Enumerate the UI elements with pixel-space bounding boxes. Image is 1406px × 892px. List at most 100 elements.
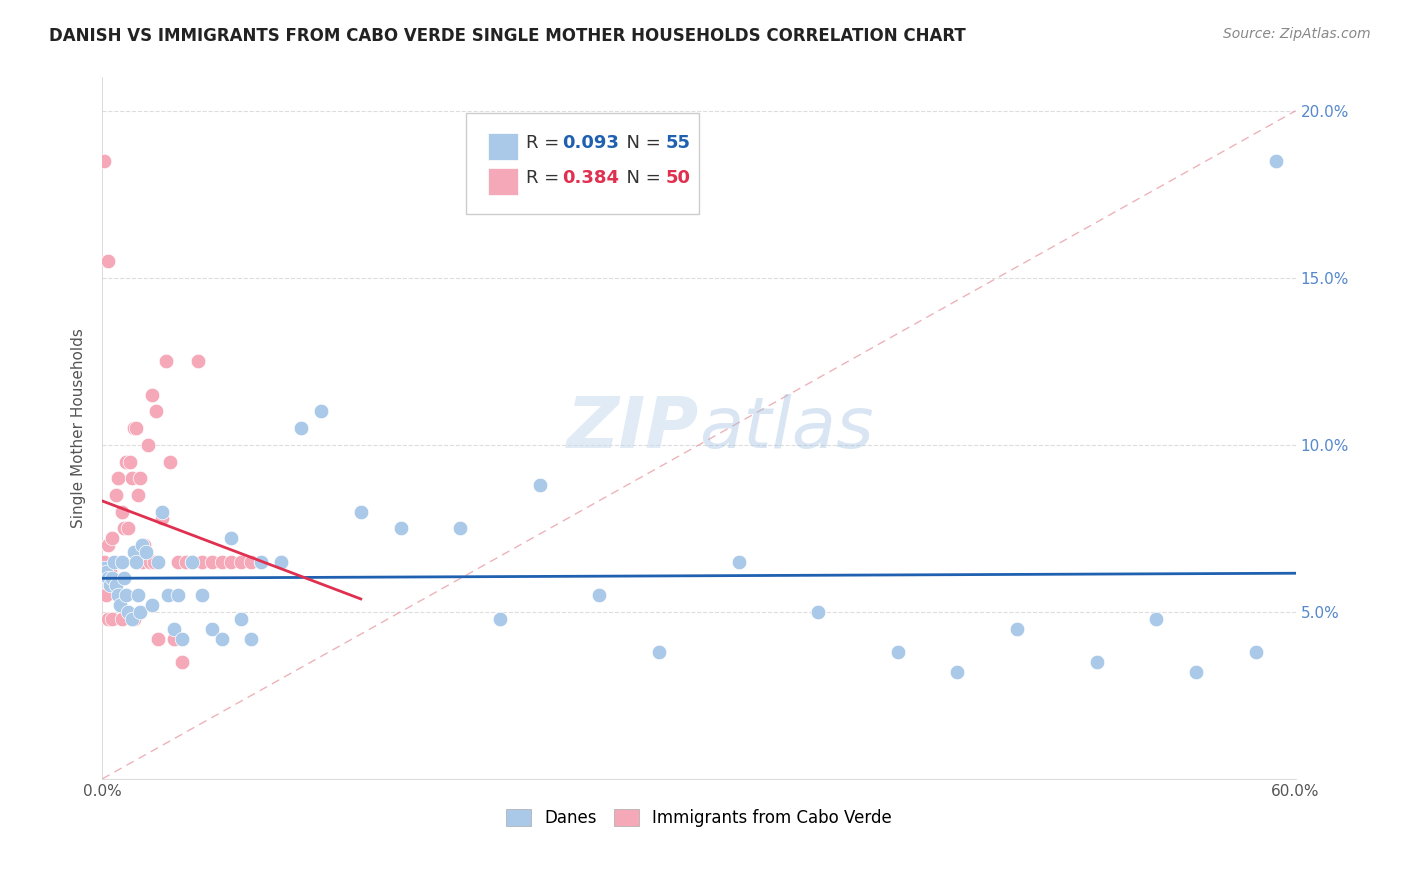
Point <box>170 655 193 669</box>
Text: 0.384: 0.384 <box>561 169 619 186</box>
Point <box>117 521 139 535</box>
Point <box>201 555 224 569</box>
Point <box>166 588 188 602</box>
Point <box>107 471 129 485</box>
Point <box>101 572 124 586</box>
Point <box>180 555 202 569</box>
Point <box>111 505 134 519</box>
Text: ZIP: ZIP <box>567 393 699 463</box>
Point <box>163 632 186 646</box>
Point <box>170 632 193 646</box>
Point <box>1085 655 1108 669</box>
Point <box>946 665 969 679</box>
Legend: Danes, Immigrants from Cabo Verde: Danes, Immigrants from Cabo Verde <box>499 802 898 834</box>
Point <box>221 555 243 569</box>
Point <box>141 598 163 612</box>
Point <box>93 555 115 569</box>
Point <box>150 505 173 519</box>
Y-axis label: Single Mother Households: Single Mother Households <box>72 328 86 528</box>
Point <box>125 555 148 569</box>
Point <box>96 565 118 579</box>
Point <box>107 588 129 602</box>
Point <box>1185 665 1208 679</box>
Point <box>135 545 157 559</box>
Point <box>103 555 125 569</box>
Point <box>131 555 153 569</box>
Point <box>103 578 125 592</box>
Point <box>136 438 159 452</box>
Point <box>309 404 332 418</box>
Point <box>166 555 188 569</box>
Bar <box>488 168 517 194</box>
Point <box>211 555 233 569</box>
Point <box>489 611 512 625</box>
Point <box>142 555 165 569</box>
Point <box>117 605 139 619</box>
Point <box>101 611 124 625</box>
Text: DANISH VS IMMIGRANTS FROM CABO VERDE SINGLE MOTHER HOUSEHOLDS CORRELATION CHART: DANISH VS IMMIGRANTS FROM CABO VERDE SIN… <box>49 27 966 45</box>
Point <box>1005 622 1028 636</box>
Text: R =: R = <box>526 134 565 152</box>
Point <box>135 545 157 559</box>
Point <box>156 588 179 602</box>
Point <box>139 555 162 569</box>
Point <box>1264 153 1286 168</box>
Point <box>180 555 202 569</box>
Point <box>141 388 163 402</box>
Point <box>150 511 173 525</box>
Point <box>127 588 149 602</box>
Text: 50: 50 <box>665 169 690 186</box>
Point <box>449 521 471 535</box>
Point <box>121 611 143 625</box>
Point <box>120 454 142 468</box>
Point <box>270 555 292 569</box>
Point <box>221 532 243 546</box>
Point <box>131 538 153 552</box>
Point <box>93 153 115 168</box>
Point <box>111 555 134 569</box>
Point <box>129 471 152 485</box>
Point <box>350 505 373 519</box>
Point <box>122 421 145 435</box>
Point <box>112 521 135 535</box>
Point <box>174 555 197 569</box>
Point <box>270 555 292 569</box>
Point <box>201 622 224 636</box>
Point <box>529 478 551 492</box>
Point <box>190 588 212 602</box>
Point <box>588 588 610 602</box>
Point <box>250 555 273 569</box>
Point <box>112 572 135 586</box>
Text: 0.093: 0.093 <box>561 134 619 152</box>
Point <box>96 588 118 602</box>
Point <box>97 254 120 268</box>
Point <box>211 632 233 646</box>
Point <box>115 454 138 468</box>
Point <box>127 488 149 502</box>
Point <box>250 555 273 569</box>
Point <box>163 622 186 636</box>
FancyBboxPatch shape <box>467 112 699 214</box>
Point <box>187 354 209 368</box>
Point <box>101 532 124 546</box>
Text: 55: 55 <box>665 134 690 152</box>
Point <box>125 421 148 435</box>
Point <box>1244 645 1267 659</box>
Point <box>727 555 749 569</box>
Point <box>108 598 131 612</box>
Point <box>111 611 134 625</box>
Point <box>146 632 169 646</box>
Point <box>115 588 138 602</box>
Point <box>97 538 120 552</box>
Text: R =: R = <box>526 169 565 186</box>
Text: N =: N = <box>616 134 666 152</box>
Point <box>389 521 412 535</box>
Point <box>240 555 263 569</box>
Point <box>887 645 910 659</box>
Point <box>97 572 120 586</box>
Point <box>121 471 143 485</box>
Point <box>105 488 128 502</box>
Point <box>155 354 177 368</box>
Point <box>122 545 145 559</box>
Point <box>648 645 671 659</box>
